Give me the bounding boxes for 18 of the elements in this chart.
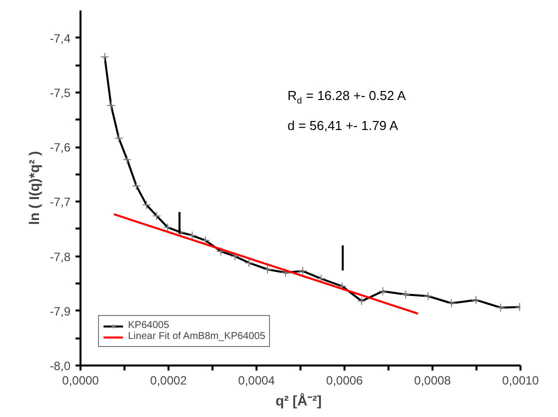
y-tick-label: -7,7: [50, 195, 71, 210]
x-tick-label: 0,0004: [238, 374, 276, 388]
x-axis-title: q² [Å⁻²]: [275, 392, 322, 408]
x-tick-label: 0,0010: [502, 374, 540, 388]
x-tick-label: 0,0006: [326, 374, 364, 388]
y-tick-label: -8,0: [50, 359, 71, 373]
y-tick-label: -7,6: [50, 140, 71, 155]
y-tick-label: -7,5: [50, 86, 71, 100]
x-tick-label: 0,0008: [414, 374, 452, 388]
legend-label: Linear Fit of AmB8m_KP64005: [128, 331, 266, 342]
y-tick-label: -7,8: [50, 250, 71, 264]
legend-label: KP64005: [128, 320, 170, 331]
annotation: d = 56,41 +- 1.79 A: [288, 118, 398, 133]
x-tick-label: 0,0000: [62, 374, 100, 388]
y-tick-label: -7,4: [50, 31, 71, 46]
y-axis-title: ln ( I(q)*q² ): [26, 151, 42, 225]
y-tick-label: -7,9: [50, 304, 71, 318]
x-tick-label: 0,0002: [150, 374, 188, 388]
